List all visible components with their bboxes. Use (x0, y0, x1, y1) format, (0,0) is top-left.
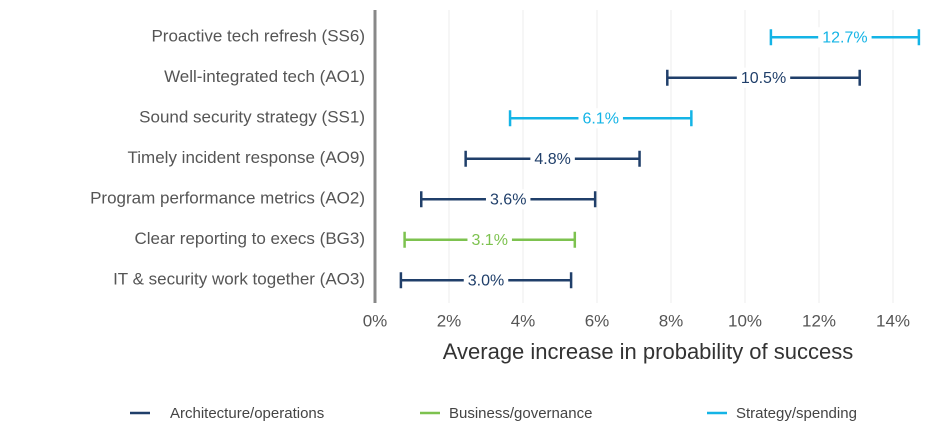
category-label: Well-integrated tech (AO1) (164, 67, 365, 86)
error-bar: 10.5% (666, 67, 861, 88)
x-tick-label: 14% (876, 311, 910, 330)
label-background (467, 229, 512, 250)
category-label: Timely incident response (AO9) (128, 148, 365, 167)
value-label: 3.1% (471, 232, 507, 249)
label-background (736, 67, 791, 88)
error-bar: 6.1% (508, 108, 693, 129)
value-label: 3.0% (468, 272, 504, 289)
x-tick-label: 12% (802, 311, 836, 330)
category-label: Program performance metrics (AO2) (90, 189, 365, 208)
error-bar: 12.7% (769, 27, 921, 48)
category-label: Proactive tech refresh (SS6) (151, 27, 365, 46)
error-bar: 3.6% (420, 189, 597, 210)
value-label: 10.5% (741, 70, 786, 87)
category-label: IT & security work together (AO3) (113, 270, 365, 289)
x-tick-label: 2% (437, 311, 462, 330)
x-tick-label: 0% (363, 311, 388, 330)
label-background (463, 270, 509, 291)
value-label: 4.8% (534, 151, 570, 168)
category-label: Clear reporting to execs (BG3) (134, 229, 365, 248)
error-bar: 3.1% (403, 229, 577, 250)
x-tick-label: 10% (728, 311, 762, 330)
label-background (530, 148, 575, 169)
value-label: 12.7% (822, 29, 867, 46)
label-background (578, 108, 623, 129)
x-axis-title: Average increase in probability of succe… (443, 339, 853, 364)
grid (374, 10, 894, 303)
error-bar: 3.0% (399, 270, 573, 291)
legend-label: Business/governance (449, 405, 592, 422)
x-tick-label: 6% (585, 311, 610, 330)
value-label: 6.1% (582, 110, 618, 127)
category-label: Sound security strategy (SS1) (139, 108, 365, 127)
value-label: 3.6% (490, 191, 526, 208)
label-background (818, 27, 872, 48)
legend-label: Architecture/operations (170, 405, 324, 422)
error-bar: 4.8% (464, 148, 641, 169)
x-tick-label: 4% (511, 311, 536, 330)
label-background (485, 189, 531, 210)
x-tick-label: 8% (659, 311, 684, 330)
legend-label: Strategy/spending (736, 405, 857, 422)
